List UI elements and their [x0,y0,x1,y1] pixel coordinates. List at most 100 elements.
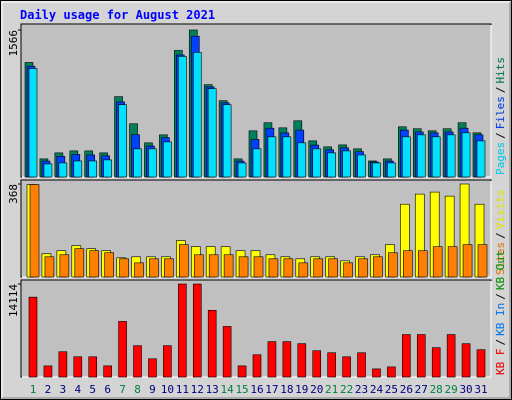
bar [238,256,249,278]
bar [58,351,68,378]
bar [207,309,217,378]
bar [461,132,471,178]
legend-entry: KB In [494,303,507,336]
bar [104,252,114,278]
x-tick-label: 15 [235,383,248,396]
y-tick-label: 368 [7,184,20,204]
x-tick-label: 24 [370,383,384,396]
legend-entry: KB F [494,349,507,376]
bar [103,365,112,378]
bar [462,244,473,278]
bar [402,136,411,178]
bar [342,356,351,378]
bar [222,326,232,378]
legend-separator: / [494,293,507,300]
x-tick-label: 28 [430,383,443,396]
legend-entry: Visits [494,190,507,230]
bar [43,365,53,378]
legend-entry: Sites [494,242,507,275]
bar [327,352,336,378]
x-tick-label: 4 [74,383,81,396]
bar [283,258,294,278]
bar [417,250,428,278]
legend-separator: / [494,232,507,239]
bar [88,160,98,178]
x-tick-label: 23 [355,383,368,396]
x-tick-label: 10 [161,383,174,396]
bar [313,258,324,278]
x-tick-label: 12 [191,383,204,396]
legend-separator: / [494,339,507,346]
bar [416,134,426,178]
bar [388,252,398,278]
bar [59,254,70,278]
bar [237,365,247,378]
bar [477,244,488,278]
bar [282,341,292,378]
y-tick-label: 14114 [7,284,20,317]
bar [192,52,202,178]
bar [73,160,83,178]
bar [178,283,187,378]
bar [461,343,471,378]
bar [148,358,157,378]
bar [43,163,53,178]
chart-title: Daily usage for August 2021 [20,8,215,22]
bar [28,68,38,178]
bar [357,154,366,178]
x-tick-label: 16 [250,383,263,396]
bar [476,349,486,378]
x-tick-label: 7 [119,383,126,396]
bar [328,258,338,278]
x-tick-label: 30 [459,383,472,396]
bar [372,368,381,378]
bar [179,244,189,278]
x-tick-label: 13 [206,383,219,396]
bar [387,366,396,378]
bar [44,256,55,278]
legend-separator: / [494,87,507,94]
x-tick-label: 18 [280,383,293,396]
x-tick-label: 11 [176,383,189,396]
x-tick-label: 8 [134,383,141,396]
bar [416,334,426,378]
bar [134,262,144,278]
bar [103,159,112,178]
bar [28,296,38,378]
x-tick-label: 21 [325,383,338,396]
x-tick-label: 6 [104,383,111,396]
bar [312,148,322,178]
bar [74,248,85,278]
x-tick-label: 20 [310,383,323,396]
bar [432,246,443,278]
bar [343,262,353,278]
bar [403,250,413,278]
legend: Pages / Files / Hits [494,57,507,175]
bar [178,56,187,178]
bar [387,162,396,178]
bar [372,162,381,178]
bar [327,152,336,178]
legend: Sites / Visits [494,190,507,276]
bar [73,356,83,378]
bar [164,258,174,278]
bar [163,141,172,178]
x-tick-label: 14 [221,383,235,396]
bar [298,262,309,278]
bar [222,104,232,178]
bar [476,140,486,178]
bar [446,334,456,378]
x-tick-label: 22 [340,383,353,396]
x-tick-label: 2 [45,383,52,396]
legend-entry: Pages [494,142,507,175]
bar [267,136,277,178]
x-tick-label: 27 [415,383,428,396]
bar [118,321,127,378]
bar [223,254,234,278]
x-tick-label: 1 [30,383,37,396]
x-tick-label: 5 [89,383,96,396]
x-tick-label: 9 [149,383,156,396]
bar [297,343,307,378]
